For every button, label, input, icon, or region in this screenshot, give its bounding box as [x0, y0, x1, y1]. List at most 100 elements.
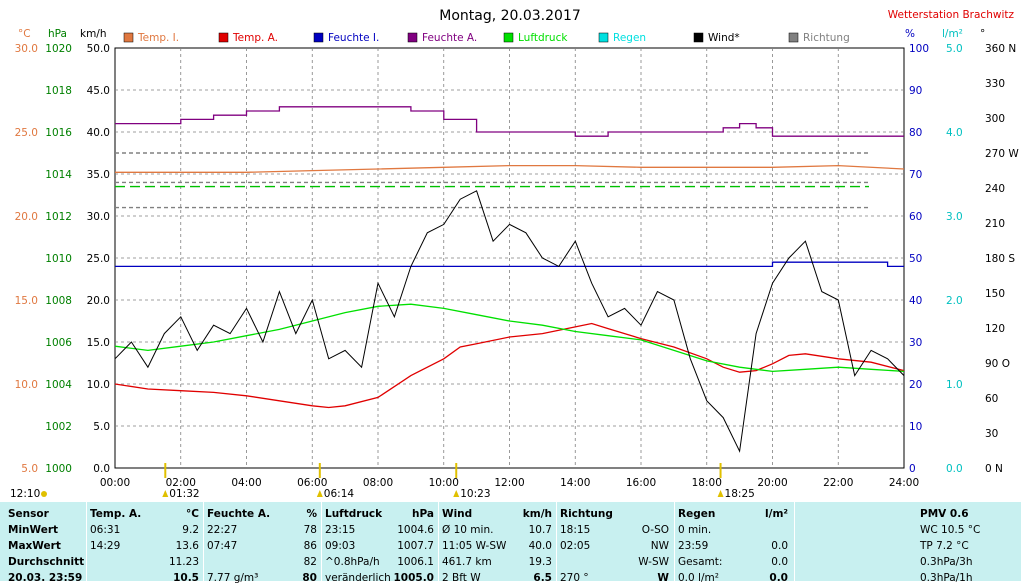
stats-head-2: Luftdruck — [325, 508, 383, 520]
stats-head-3: Wind — [442, 508, 473, 520]
tick-x-11: 22:00 — [823, 477, 853, 489]
marker-label-2: 10:23 — [460, 488, 490, 500]
tick-pressure-4: 1008 — [45, 295, 72, 307]
legend-label-5: Regen — [613, 32, 646, 44]
stats-2-0-a: 23:15 — [325, 524, 356, 536]
tick-wind-0: 0.0 — [93, 463, 110, 475]
tick-humidity-1: 10 — [909, 421, 922, 433]
legend-label-1: Temp. A. — [232, 32, 278, 44]
stats-3-2-b: 19.3 — [528, 556, 552, 568]
stats-4-1-a: 02:05 — [560, 540, 591, 552]
stats-label-3: Durchschnitt — [8, 556, 85, 568]
stats-separator-2 — [321, 502, 322, 581]
tick-x-12: 24:00 — [889, 477, 919, 489]
tick-pressure-2: 1004 — [45, 379, 72, 391]
stats-4-0-a: 18:15 — [560, 524, 591, 536]
unit-percent: % — [905, 28, 915, 40]
stats-head-0: Temp. A. — [90, 508, 142, 520]
tick-rain-5: 5.0 — [946, 43, 963, 55]
stats-separator-5 — [674, 502, 675, 581]
tick-temp-0: 5.0 — [21, 463, 38, 475]
stats-0-0-a: 06:31 — [90, 524, 121, 536]
stats-pmv-4: 0.3hPa/1h — [920, 572, 973, 584]
tick-humidity-6: 60 — [909, 211, 922, 223]
unit-hpa: hPa — [48, 28, 67, 40]
legend-label-4: Luftdruck — [518, 32, 568, 44]
tick-x-9: 18:00 — [692, 477, 722, 489]
stats-0-0-b: 9.2 — [182, 524, 199, 536]
legend-swatch-3 — [407, 32, 418, 43]
tick-wind-3: 15.0 — [87, 337, 110, 349]
tick-pressure-10: 1020 — [45, 43, 72, 55]
stats-3-3-b: 6.5 — [533, 572, 552, 584]
unit-degree: ° — [980, 28, 985, 40]
tick-humidity-4: 40 — [909, 295, 922, 307]
tick-rain-4: 4.0 — [946, 127, 963, 139]
stats-label-1: MinWert — [8, 524, 59, 536]
stats-3-1-a: 11:05 W-SW — [442, 540, 507, 552]
stats-head-1: Feuchte A. — [207, 508, 271, 520]
legend-swatch-7 — [788, 32, 799, 43]
stats-1-1-a: 07:47 — [207, 540, 238, 552]
stats-separator-1 — [203, 502, 204, 581]
stats-2-1-b: 1007.7 — [397, 540, 434, 552]
legend-label-0: Temp. I. — [137, 32, 179, 44]
stats-separator-last — [794, 502, 795, 581]
tick-direction-3: 90 O — [985, 358, 1010, 370]
stats-5-1-a: 23:59 — [678, 540, 709, 552]
tick-humidity-5: 50 — [909, 253, 922, 265]
series-line-feuchte-a- — [115, 106, 904, 137]
tick-temp-5: 30.0 — [15, 43, 38, 55]
tick-direction-6: 180 S — [985, 253, 1015, 265]
series-line-temp-i- — [115, 164, 905, 173]
stats-5-3-a: 0.0 l/m² — [678, 572, 719, 584]
tick-humidity-3: 30 — [909, 337, 922, 349]
tick-wind-6: 30.0 — [87, 211, 110, 223]
stats-4-3-b: W — [657, 572, 669, 584]
tick-temp-1: 10.0 — [15, 379, 38, 391]
stats-0-3-b: 10.5 — [173, 572, 199, 584]
tick-wind-7: 35.0 — [87, 169, 110, 181]
chart-title: Montag, 20.03.2017 — [439, 8, 581, 24]
weather-chart: Montag, 20.03.2017 Wetterstation Brachwi… — [10, 8, 1019, 500]
tick-pressure-8: 1016 — [45, 127, 72, 139]
tick-direction-8: 240 — [985, 183, 1005, 195]
tick-temp-4: 25.0 — [15, 127, 38, 139]
grid-lines — [115, 48, 904, 468]
legend-swatch-1 — [218, 32, 229, 43]
tick-pressure-6: 1012 — [45, 211, 72, 223]
stats-5-2-a: Gesamt: — [678, 556, 723, 568]
stats-head-unit-5: l/m² — [765, 508, 788, 520]
marker-tri-3 — [717, 490, 724, 497]
stats-0-1-a: 14:29 — [90, 540, 121, 552]
legend-swatch-4 — [503, 32, 514, 43]
tick-wind-10: 50.0 — [87, 43, 110, 55]
tick-x-7: 14:00 — [560, 477, 590, 489]
tick-direction-4: 120 — [985, 323, 1005, 335]
tick-x-1: 02:00 — [166, 477, 196, 489]
stats-label-4: 20.03. 23:59 — [8, 572, 83, 584]
stats-4-3-a: 270 ° — [560, 572, 589, 584]
stats-5-3-b: 0.0 — [769, 572, 788, 584]
stats-head-5: Regen — [678, 508, 716, 520]
tick-pressure-3: 1006 — [45, 337, 72, 349]
stats-1-3-b: 80 — [302, 572, 317, 584]
stats-4-1-b: NW — [650, 540, 669, 552]
stats-2-0-b: 1004.6 — [397, 524, 434, 536]
legend-label-7: Richtung — [803, 32, 850, 44]
marker-tri-0 — [162, 490, 169, 497]
tick-x-10: 20:00 — [757, 477, 787, 489]
tick-rain-3: 3.0 — [946, 211, 963, 223]
stats-2-3-b: 1005.0 — [393, 572, 434, 584]
stats-1-3-a: 7.77 g/m³ — [207, 572, 259, 584]
tick-direction-0: 0 N — [985, 463, 1003, 475]
legend-swatch-5 — [598, 32, 609, 43]
tick-x-8: 16:00 — [626, 477, 656, 489]
marker-label-0: 01:32 — [169, 488, 199, 500]
tick-pressure-0: 1000 — [45, 463, 72, 475]
stats-1-1-b: 86 — [303, 540, 317, 552]
sunrise-dot — [41, 491, 47, 497]
tick-direction-11: 330 — [985, 78, 1005, 90]
unit-lm2: l/m² — [942, 28, 963, 40]
tick-rain-0: 0.0 — [946, 463, 963, 475]
